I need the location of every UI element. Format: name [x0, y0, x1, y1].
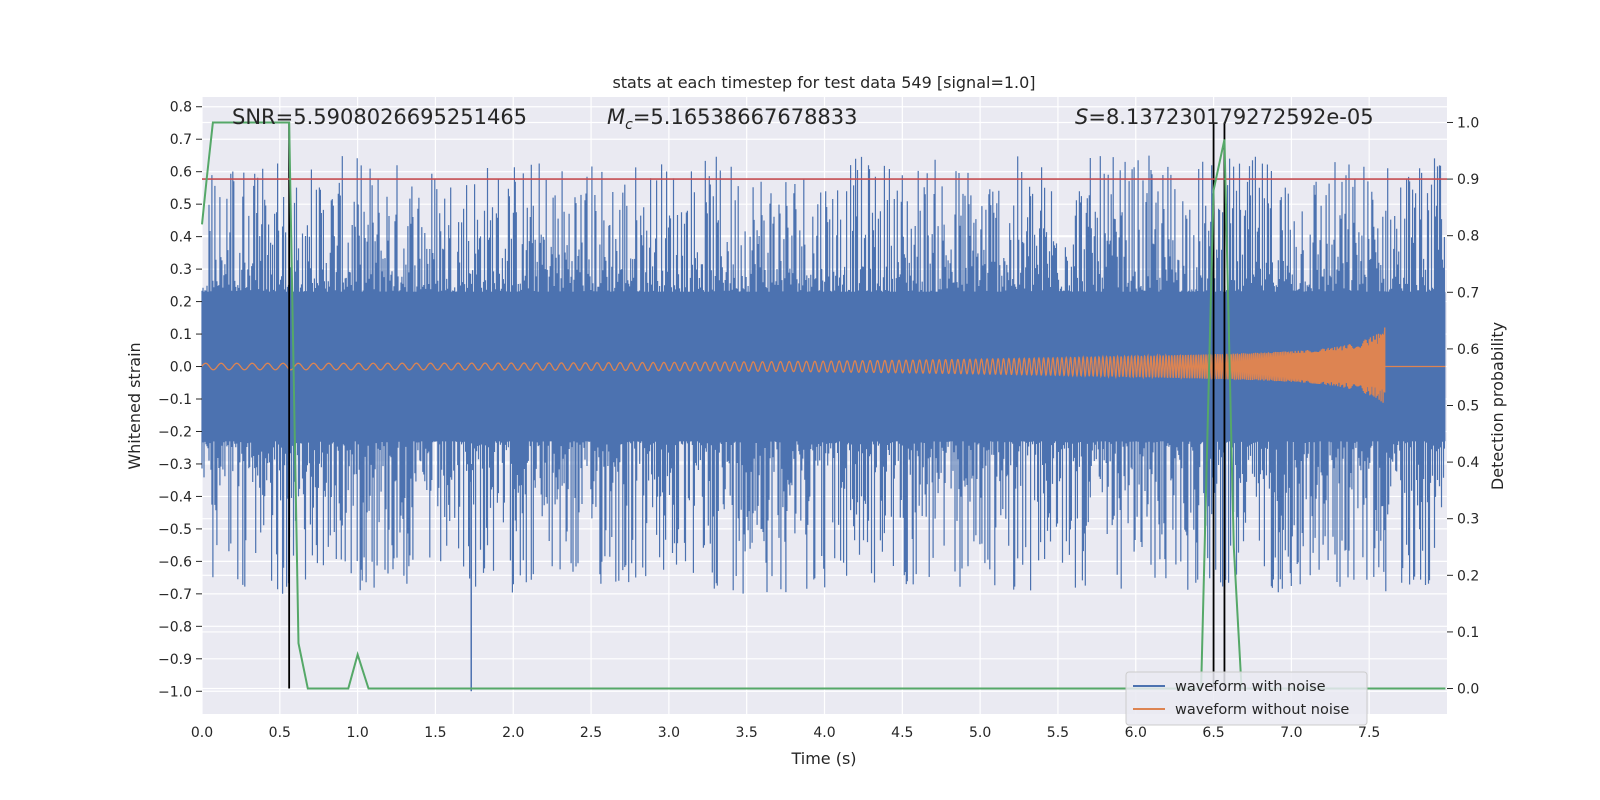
x-tick-label: 5.5 [1047, 725, 1069, 741]
mc-annotation: Mc=5.16538667678833 [607, 105, 858, 133]
y2-tick-label: 0.3 [1457, 512, 1479, 528]
y-tick-label: 0.0 [170, 360, 192, 376]
y-tick-label: −0.7 [158, 587, 192, 603]
x-tick-label: 0.0 [191, 725, 213, 741]
legend-label-clean: waveform without noise [1175, 702, 1349, 718]
waveform-without-noise-series [201, 327, 1446, 403]
y-tick-label: −0.1 [158, 392, 192, 408]
probability-line [201, 121, 1446, 690]
x-tick-label: 0.5 [269, 725, 291, 741]
x-tick-label: 3.0 [658, 725, 680, 741]
mc-subscript: c [625, 117, 633, 133]
y-tick-label: 0.1 [170, 327, 192, 343]
y-axis-ticks: 0.8 0.7 0.6 0.5 0.4 0.3 0.2 0.1 0.0 −0.1 −0.2 −0.3 −… [158, 100, 202, 700]
x-tick-label: 7.0 [1280, 725, 1302, 741]
s-value: =8.137230179272592e-05 [1088, 105, 1373, 129]
legend-box [1125, 671, 1368, 726]
x-tick-label: 4.5 [891, 725, 913, 741]
y-tick-label: 0.5 [170, 197, 192, 213]
y2-tick-label: 1.0 [1457, 115, 1479, 131]
y-tick-label: −0.3 [158, 457, 192, 473]
y2-tick-label: 0.5 [1457, 399, 1479, 415]
y2-tick-label: 0.6 [1457, 342, 1479, 358]
y-tick-label: −0.8 [158, 619, 192, 635]
x-tick-label: 2.0 [502, 725, 524, 741]
y-tick-label: 0.3 [170, 262, 192, 278]
y2-tick-label: 0.9 [1457, 172, 1479, 188]
s-symbol: S [1075, 105, 1088, 129]
snr-annotation: SNR=5.5908026695251465 [232, 105, 527, 129]
y2-tick-label: 0.2 [1457, 568, 1479, 584]
x-tick-label: 2.5 [580, 725, 602, 741]
y2-tick-label: 0.7 [1457, 285, 1479, 301]
y2-axis-ticks: 0.0 0.1 0.2 0.3 0.4 0.5 0.6 0.7 0.8 0.9 1.0 [1447, 115, 1479, 698]
y2-tick-label: 0.1 [1457, 625, 1479, 641]
y-tick-label: −0.2 [158, 424, 192, 440]
legend-label-noise: waveform with noise [1175, 679, 1326, 695]
s-annotation: S=8.137230179272592e-05 [1075, 105, 1374, 129]
x-tick-label: 1.5 [424, 725, 446, 741]
y-tick-label: 0.2 [170, 295, 192, 311]
y-tick-label: −1.0 [158, 684, 192, 700]
y-tick-label: 0.6 [170, 165, 192, 181]
y2-tick-label: 0.8 [1457, 229, 1479, 245]
x-tick-label: 4.0 [813, 725, 835, 741]
y-tick-label: 0.7 [170, 132, 192, 148]
chirp-line [201, 327, 1446, 403]
x-tick-label: 5.0 [969, 725, 991, 741]
y-axis-label: Whitened strain [125, 342, 144, 469]
x-tick-label: 3.5 [736, 725, 758, 741]
x-axis-ticks: 0.0 0.5 1.0 1.5 2.0 2.5 3.0 3.5 4.0 4.5 5.0 5.5 6.0 6… [191, 725, 1380, 741]
y-tick-label: 0.4 [170, 230, 192, 246]
detection-probability-series [201, 121, 1447, 690]
y2-tick-label: 0.0 [1457, 682, 1479, 698]
x-tick-label: 7.5 [1358, 725, 1380, 741]
mc-symbol: M [607, 105, 625, 129]
chart-title: stats at each timestep for test data 549… [612, 73, 1035, 92]
y-tick-label: −0.4 [158, 489, 192, 505]
y2-tick-label: 0.4 [1457, 455, 1479, 471]
y-tick-label: −0.5 [158, 522, 192, 538]
mc-value: =5.16538667678833 [633, 105, 858, 129]
y-tick-label: 0.8 [170, 100, 192, 116]
y-tick-label: −0.9 [158, 652, 192, 668]
y2-axis-label: Detection probability [1488, 322, 1507, 490]
x-tick-label: 1.0 [346, 725, 368, 741]
y-tick-label: −0.6 [158, 554, 192, 570]
x-tick-label: 6.0 [1125, 725, 1147, 741]
legend: waveform with noise waveform without noi… [1125, 671, 1368, 726]
x-axis-label: Time (s) [790, 749, 856, 768]
x-tick-label: 6.5 [1202, 725, 1224, 741]
